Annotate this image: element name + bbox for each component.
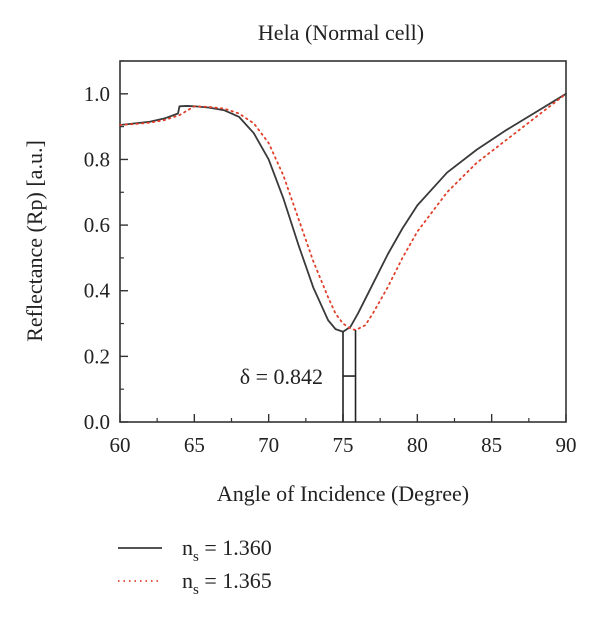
y-tick-label: 0.6 xyxy=(84,213,110,237)
chart-title: Hela (Normal cell) xyxy=(258,20,424,45)
x-tick-label: 70 xyxy=(258,433,279,457)
x-tick-label: 65 xyxy=(184,433,205,457)
legend-label-2: ns = 1.365 xyxy=(182,568,272,598)
delta-label: δ = 0.842 xyxy=(240,364,323,389)
x-tick-label: 85 xyxy=(481,433,502,457)
legend-label-sub: s xyxy=(193,549,199,565)
legend-label-main: n xyxy=(182,535,193,560)
legend-label-1: ns = 1.360 xyxy=(182,535,272,565)
series-line-1 xyxy=(119,92,567,333)
x-tick-label: 90 xyxy=(556,433,577,457)
y-tick-label: 0.0 xyxy=(84,410,110,434)
series-line-2 xyxy=(119,92,567,332)
y-tick-label: 0.2 xyxy=(84,344,110,368)
series-lines xyxy=(119,92,567,333)
legend-label-rest: = 1.360 xyxy=(199,535,272,560)
delta-annotation: δ = 0.842 xyxy=(240,330,357,422)
x-tick-label: 60 xyxy=(110,433,131,457)
legend-label-sub: s xyxy=(193,582,199,598)
y-tick-label: 1.0 xyxy=(84,82,110,106)
axis-ticks xyxy=(119,60,567,423)
y-tick-label: 0.4 xyxy=(84,279,111,303)
y-tick-label: 0.8 xyxy=(84,147,110,171)
x-tick-label: 75 xyxy=(333,433,354,457)
legend-label-main: n xyxy=(182,568,193,593)
y-axis-label: Reflectance (Rp) [a.u.] xyxy=(22,140,47,342)
x-tick-label: 80 xyxy=(407,433,428,457)
legend-label-rest: = 1.365 xyxy=(199,568,272,593)
tick-labels: 60 65 70 75 80 85 90 0.0 0.2 0.4 0.6 0.8 1.0 xyxy=(84,82,577,457)
x-axis-label: Angle of Incidence (Degree) xyxy=(217,481,469,506)
